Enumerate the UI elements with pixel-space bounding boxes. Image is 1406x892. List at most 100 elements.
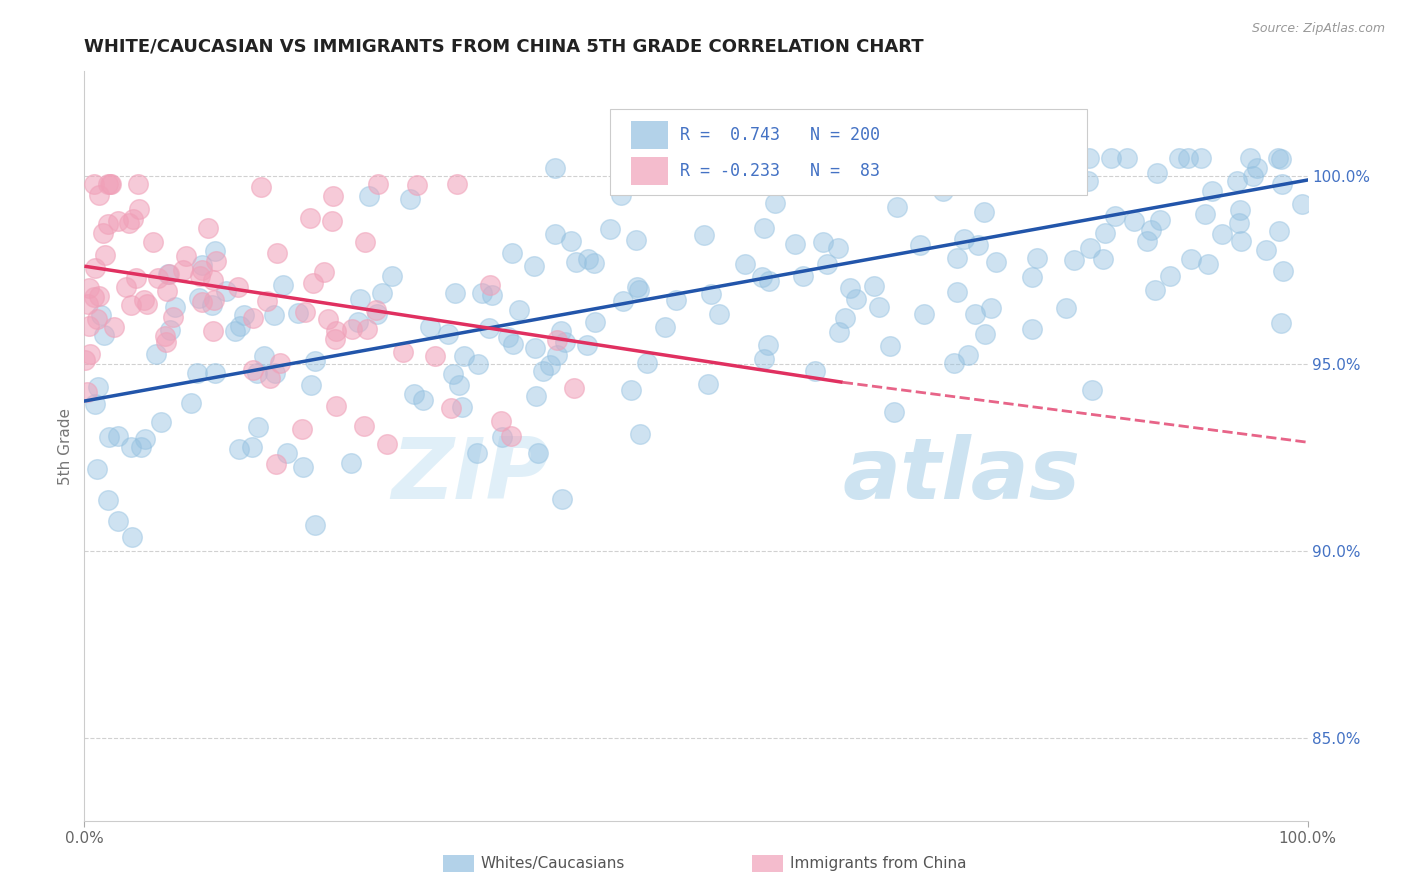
Point xyxy=(375,437,398,451)
Point xyxy=(942,167,965,181)
Point xyxy=(120,298,142,312)
Point xyxy=(76,385,98,400)
Point xyxy=(756,338,779,352)
Point xyxy=(188,291,211,305)
Point xyxy=(97,217,120,231)
Point xyxy=(304,354,326,368)
Point xyxy=(974,327,997,342)
Point xyxy=(226,280,249,294)
Text: Source: ZipAtlas.com: Source: ZipAtlas.com xyxy=(1251,22,1385,36)
Point xyxy=(845,292,868,306)
Point xyxy=(240,440,263,454)
Point xyxy=(159,323,181,337)
Point xyxy=(792,269,814,284)
Point xyxy=(269,356,291,370)
Point xyxy=(502,336,524,351)
Point xyxy=(697,376,720,391)
Point xyxy=(90,308,112,322)
Point xyxy=(202,293,225,308)
Point xyxy=(103,320,125,334)
Point xyxy=(527,446,550,460)
Point xyxy=(560,235,582,249)
Point xyxy=(134,432,156,446)
Point xyxy=(1104,209,1126,223)
Point xyxy=(359,189,381,203)
Point xyxy=(1094,226,1116,240)
Point xyxy=(478,321,501,335)
Point xyxy=(287,306,309,320)
Point xyxy=(299,378,322,392)
Point xyxy=(436,327,458,342)
Point xyxy=(1230,234,1253,248)
Point xyxy=(312,265,335,279)
Text: R =  0.743   N = 200: R = 0.743 N = 200 xyxy=(681,126,880,144)
Point xyxy=(97,492,120,507)
Point xyxy=(188,269,211,284)
Point xyxy=(94,248,117,262)
Point xyxy=(834,311,856,326)
Point xyxy=(657,178,679,192)
Point xyxy=(1270,316,1292,330)
Point xyxy=(93,328,115,343)
Text: R = -0.233   N =  83: R = -0.233 N = 83 xyxy=(681,162,880,180)
Point xyxy=(122,212,145,227)
Point xyxy=(467,357,489,371)
Point xyxy=(191,295,214,310)
Point xyxy=(583,315,606,329)
Point xyxy=(100,177,122,191)
Point xyxy=(247,419,270,434)
Point xyxy=(1116,151,1139,165)
Point xyxy=(121,530,143,544)
Point xyxy=(381,268,404,283)
Point xyxy=(1021,322,1043,336)
Point xyxy=(214,285,236,299)
Point xyxy=(524,342,547,356)
Point xyxy=(97,177,120,191)
Point xyxy=(610,188,633,202)
Point xyxy=(626,280,648,294)
Point xyxy=(371,286,394,301)
Point xyxy=(157,267,180,281)
Point xyxy=(89,187,111,202)
Y-axis label: 5th Grade: 5th Grade xyxy=(58,408,73,484)
Point xyxy=(321,214,343,228)
Point xyxy=(763,196,786,211)
Point xyxy=(481,288,503,302)
Point xyxy=(1025,171,1047,186)
Point xyxy=(554,334,576,349)
Point xyxy=(628,427,651,442)
Point xyxy=(276,446,298,460)
Point xyxy=(316,312,339,326)
Point xyxy=(107,514,129,528)
Point xyxy=(612,293,634,308)
Point xyxy=(356,322,378,336)
Point xyxy=(349,292,371,306)
Point xyxy=(132,293,155,308)
Point xyxy=(624,233,647,247)
Point xyxy=(266,245,288,260)
Point xyxy=(928,151,950,165)
Point xyxy=(1291,196,1313,211)
Point xyxy=(228,442,250,456)
Point xyxy=(304,518,326,533)
Point xyxy=(957,348,980,362)
Point xyxy=(1226,174,1249,188)
Point xyxy=(1241,169,1264,183)
Point xyxy=(264,366,287,380)
Point xyxy=(1146,166,1168,180)
Point xyxy=(163,300,186,314)
Point xyxy=(654,319,676,334)
Point xyxy=(1053,151,1076,165)
Point xyxy=(118,216,141,230)
Point xyxy=(544,227,567,241)
Point xyxy=(162,310,184,324)
Point xyxy=(135,297,157,311)
Text: atlas: atlas xyxy=(842,434,1081,517)
Point xyxy=(273,277,295,292)
Bar xyxy=(631,120,668,149)
Point xyxy=(77,296,100,310)
Point xyxy=(423,349,446,363)
Point xyxy=(86,461,108,475)
Point xyxy=(1268,224,1291,238)
Point xyxy=(565,255,588,269)
